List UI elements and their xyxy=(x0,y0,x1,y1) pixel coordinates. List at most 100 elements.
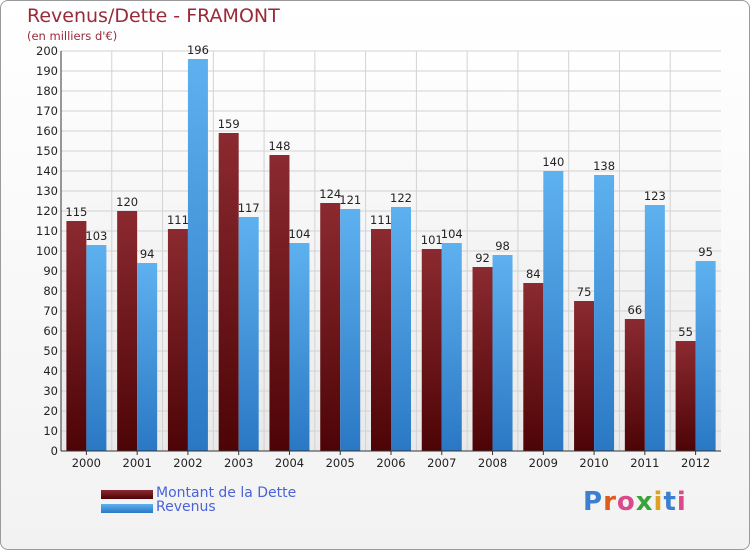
bar-revenus-2004 xyxy=(289,243,310,451)
legend-label-debt: Montant de la Dette xyxy=(156,485,297,501)
y-tick-label: 100 xyxy=(36,244,58,258)
x-tick-label: 2008 xyxy=(478,456,507,470)
x-tick-label: 2003 xyxy=(224,456,253,470)
value-label-revenus-2010: 138 xyxy=(593,159,615,173)
bar-revenus-2011 xyxy=(644,205,665,451)
bar-debt-2001 xyxy=(117,211,138,451)
value-label-debt-2004: 148 xyxy=(268,139,290,153)
bar-debt-2012 xyxy=(675,341,696,451)
y-tick-label: 20 xyxy=(43,404,58,418)
bar-debt-2000 xyxy=(66,221,87,451)
value-label-debt-2000: 115 xyxy=(65,205,87,219)
y-tick-label: 80 xyxy=(43,284,58,298)
y-tick-label: 200 xyxy=(36,44,58,58)
bar-revenus-2009 xyxy=(543,171,564,451)
bar-revenus-2001 xyxy=(137,263,158,451)
value-label-revenus-2005: 121 xyxy=(339,193,361,207)
value-label-revenus-2009: 140 xyxy=(542,155,564,169)
x-tick-label: 2002 xyxy=(173,456,202,470)
y-tick-label: 70 xyxy=(43,304,58,318)
bar-debt-2010 xyxy=(574,301,595,451)
x-tick-label: 2005 xyxy=(326,456,355,470)
logo-letter: r xyxy=(603,487,617,517)
bars xyxy=(66,59,716,451)
value-label-revenus-2003: 117 xyxy=(238,201,260,215)
y-tick-label: 140 xyxy=(36,164,58,178)
y-tick-label: 150 xyxy=(36,144,58,158)
bar-revenus-2005 xyxy=(340,209,361,451)
bar-revenus-2000 xyxy=(86,245,107,451)
value-label-revenus-2006: 122 xyxy=(390,191,412,205)
logo-letter: P xyxy=(583,487,604,517)
value-label-revenus-2008: 98 xyxy=(495,239,510,253)
logo-letter: o xyxy=(616,487,636,517)
bar-debt-2006 xyxy=(371,229,391,451)
bar-debt-2008 xyxy=(472,267,493,451)
x-tick-label: 2001 xyxy=(123,456,152,470)
value-label-debt-2009: 84 xyxy=(526,267,541,281)
chart-subtitle: (en milliers d'€) xyxy=(27,29,118,43)
legend-swatch-debt xyxy=(101,490,153,499)
value-label-debt-2003: 159 xyxy=(218,117,240,131)
x-tick-label: 2010 xyxy=(579,456,608,470)
bar-revenus-2006 xyxy=(391,207,411,451)
value-label-debt-2002: 111 xyxy=(167,213,189,227)
logo-letter: i xyxy=(653,487,664,517)
bar-debt-2005 xyxy=(320,203,341,451)
chart-title: Revenus/Dette - FRAMONT xyxy=(27,5,280,27)
y-tick-label: 120 xyxy=(36,204,58,218)
value-label-revenus-2001: 94 xyxy=(140,247,155,261)
y-tick-label: 170 xyxy=(36,104,58,118)
x-tick-label: 2009 xyxy=(529,456,558,470)
logo-letter: t xyxy=(663,487,677,517)
x-tick-label: 2006 xyxy=(376,456,405,470)
axes: 0 10 20 30 40 50 60 70 80 90 100 110 120 130 140 150 160… xyxy=(36,44,721,470)
bar-revenus-2012 xyxy=(695,261,716,451)
value-label-revenus-2000: 103 xyxy=(85,229,107,243)
value-label-debt-2008: 92 xyxy=(475,251,490,265)
proxiti-logo: Proxiti xyxy=(583,487,687,517)
y-tick-label: 130 xyxy=(36,184,58,198)
y-tick-label: 0 xyxy=(51,444,58,458)
value-label-debt-2012: 55 xyxy=(678,325,693,339)
x-tick-label: 2000 xyxy=(72,456,101,470)
bar-debt-2011 xyxy=(624,319,645,451)
value-label-revenus-2011: 123 xyxy=(644,189,666,203)
legend-swatch-revenus xyxy=(101,504,153,513)
bar-revenus-2007 xyxy=(441,243,462,451)
bar-revenus-2010 xyxy=(594,175,615,451)
value-label-revenus-2002: 196 xyxy=(187,43,209,57)
x-tick-label: 2012 xyxy=(681,456,710,470)
value-label-revenus-2004: 104 xyxy=(288,227,310,241)
bar-revenus-2002 xyxy=(187,59,208,451)
logo-letter: x xyxy=(635,487,654,517)
x-tick-label: 2011 xyxy=(630,456,659,470)
value-label-revenus-2012: 95 xyxy=(698,245,713,259)
bar-revenus-2003 xyxy=(238,217,259,451)
value-label-debt-2011: 66 xyxy=(628,303,643,317)
value-label-debt-2005: 124 xyxy=(319,187,341,201)
value-label-debt-2006: 111 xyxy=(370,213,392,227)
y-tick-label: 190 xyxy=(36,64,58,78)
legend-label-revenus: Revenus xyxy=(156,499,216,515)
bar-debt-2007 xyxy=(421,249,442,451)
bar-debt-2002 xyxy=(167,229,188,451)
x-tick-label: 2004 xyxy=(275,456,304,470)
y-tick-label: 160 xyxy=(36,124,58,138)
y-tick-label: 40 xyxy=(43,364,58,378)
y-tick-label: 50 xyxy=(43,344,58,358)
y-tick-label: 30 xyxy=(43,384,58,398)
value-label-debt-2007: 101 xyxy=(421,233,443,247)
y-tick-label: 10 xyxy=(43,424,58,438)
y-tick-label: 90 xyxy=(43,264,58,278)
value-label-revenus-2007: 104 xyxy=(441,227,463,241)
value-label-debt-2010: 75 xyxy=(577,285,592,299)
y-tick-label: 180 xyxy=(36,84,58,98)
y-tick-label: 60 xyxy=(43,324,58,338)
logo-letter: i xyxy=(676,487,687,517)
value-label-debt-2001: 120 xyxy=(116,195,138,209)
bar-debt-2009 xyxy=(523,283,544,451)
